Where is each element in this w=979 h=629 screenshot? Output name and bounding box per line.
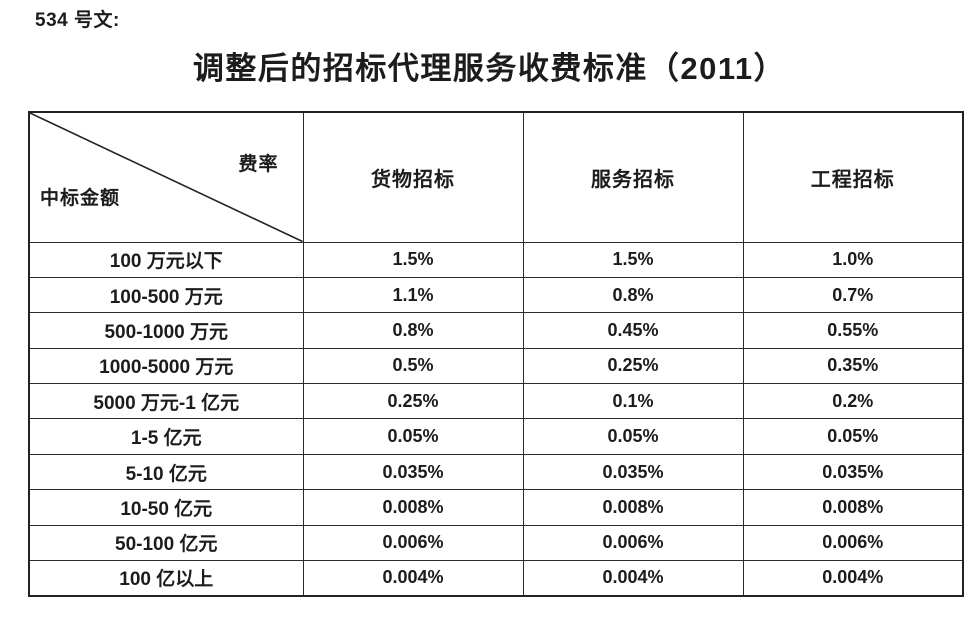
table-row: 500-1000 万元 0.8% 0.45% 0.55% — [28, 312, 964, 349]
row-label: 50-100 亿元 — [28, 524, 304, 562]
table-row: 5-10 亿元 0.035% 0.035% 0.035% — [28, 453, 964, 491]
fee-cell: 0.45% — [522, 312, 744, 349]
row-label: 100-500 万元 — [28, 276, 304, 314]
fee-cell: 0.25% — [522, 347, 744, 385]
table-row: 100-500 万元 1.1% 0.8% 0.7% — [28, 276, 964, 314]
table-row: 50-100 亿元 0.006% 0.006% 0.006% — [28, 524, 964, 562]
corner-label-fee-rate: 费率 — [238, 154, 279, 175]
diagonal-divider-line — [30, 113, 303, 242]
row-label: 100 亿以上 — [28, 560, 304, 597]
corner-label-bid-amount: 中标金额 — [40, 188, 121, 209]
fee-cell: 0.2% — [742, 383, 964, 420]
fee-cell: 0.006% — [302, 524, 524, 562]
column-header-engineering: 工程招标 — [742, 111, 964, 243]
fee-rate-table: 费率 中标金额 货物招标 服务招标 工程招标 100 万元以下 1.5% 1.5… — [28, 111, 964, 597]
row-label: 1000-5000 万元 — [28, 347, 304, 385]
table-header-row: 费率 中标金额 货物招标 服务招标 工程招标 — [28, 111, 964, 243]
corner-header-cell: 费率 中标金额 — [28, 111, 304, 243]
column-header-goods: 货物招标 — [302, 111, 524, 243]
fee-cell: 0.7% — [742, 276, 964, 314]
fee-cell: 0.05% — [302, 418, 524, 455]
fee-cell: 1.1% — [302, 276, 524, 314]
fee-cell: 0.008% — [742, 489, 964, 526]
row-label: 5000 万元-1 亿元 — [28, 383, 304, 420]
fee-cell: 1.0% — [742, 241, 964, 278]
fee-cell: 0.1% — [522, 383, 744, 420]
table-row: 100 亿以上 0.004% 0.004% 0.004% — [28, 560, 964, 597]
fee-cell: 0.006% — [522, 524, 744, 562]
fee-cell: 0.25% — [302, 383, 524, 420]
fee-cell: 0.05% — [742, 418, 964, 455]
fee-cell: 0.5% — [302, 347, 524, 385]
row-label: 5-10 亿元 — [28, 453, 304, 491]
fee-cell: 0.55% — [742, 312, 964, 349]
row-label: 500-1000 万元 — [28, 312, 304, 349]
fee-cell: 0.004% — [302, 560, 524, 597]
fee-cell: 1.5% — [302, 241, 524, 278]
fee-cell: 0.004% — [742, 560, 964, 597]
fee-cell: 0.35% — [742, 347, 964, 385]
fee-cell: 0.035% — [742, 453, 964, 491]
fee-cell: 0.8% — [522, 276, 744, 314]
fee-cell: 0.8% — [302, 312, 524, 349]
table-row: 100 万元以下 1.5% 1.5% 1.0% — [28, 241, 964, 278]
fee-cell: 0.05% — [522, 418, 744, 455]
row-label: 100 万元以下 — [28, 241, 304, 278]
fee-cell: 0.008% — [522, 489, 744, 526]
row-label: 10-50 亿元 — [28, 489, 304, 526]
fee-cell: 0.035% — [302, 453, 524, 491]
fee-cell: 0.035% — [522, 453, 744, 491]
table-row: 1-5 亿元 0.05% 0.05% 0.05% — [28, 418, 964, 455]
table-row: 1000-5000 万元 0.5% 0.25% 0.35% — [28, 347, 964, 385]
row-label: 1-5 亿元 — [28, 418, 304, 455]
table-row: 10-50 亿元 0.008% 0.008% 0.008% — [28, 489, 964, 526]
fee-cell: 0.008% — [302, 489, 524, 526]
doc-ref: 534 号文: — [35, 10, 120, 31]
table-row: 5000 万元-1 亿元 0.25% 0.1% 0.2% — [28, 383, 964, 420]
fee-cell: 0.004% — [522, 560, 744, 597]
page-title: 调整后的招标代理服务收费标准（2011） — [192, 51, 787, 86]
column-header-services: 服务招标 — [522, 111, 744, 243]
fee-cell: 0.006% — [742, 524, 964, 562]
fee-cell: 1.5% — [522, 241, 744, 278]
